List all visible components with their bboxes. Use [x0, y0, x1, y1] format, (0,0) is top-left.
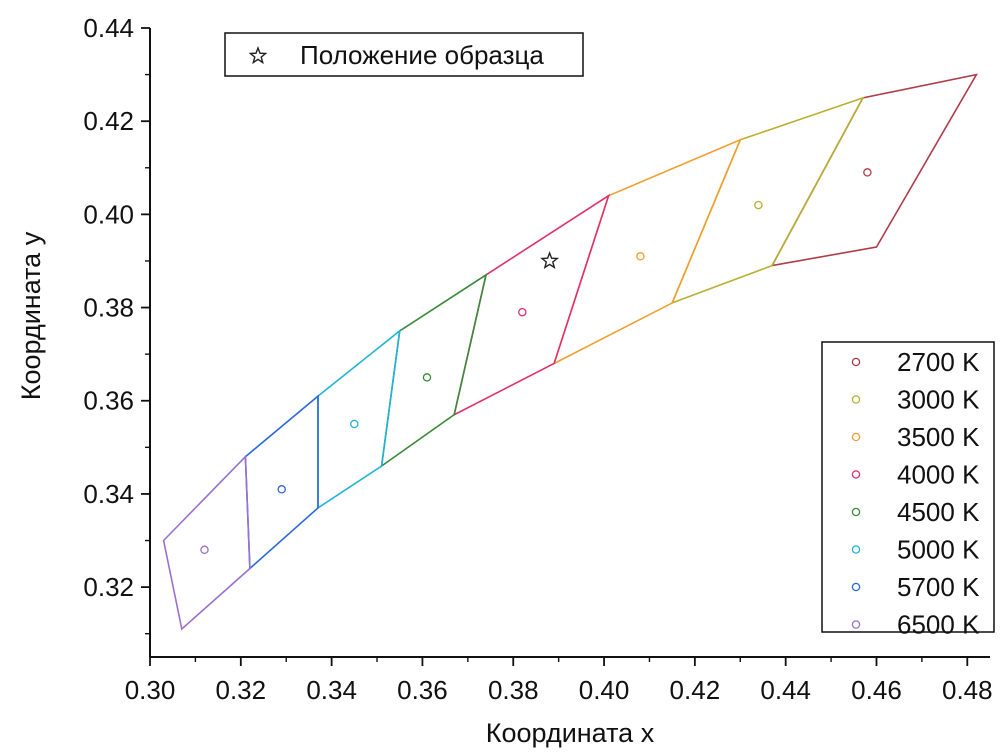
y-tick-label: 0.38	[83, 293, 134, 323]
legend-marker	[851, 507, 861, 517]
x-tick-label: 0.30	[125, 675, 176, 705]
temperature-legend-box	[821, 341, 995, 633]
x-ticks: 0.30 0.32 0.34 0.36 0.38 0.40 0.42 0.44 0.46 0.48	[125, 657, 993, 705]
y-ticks: 0.32 0.34 0.36 0.38 0.40 0.42 0.44	[83, 13, 150, 635]
legend-label: 5000 K	[897, 535, 980, 565]
center-point-2700k	[863, 168, 872, 177]
quad-3500k	[552, 138, 742, 366]
legend-marker	[851, 545, 861, 554]
quad-2700k	[770, 73, 978, 267]
x-tick-label: 0.42	[670, 675, 721, 705]
legend-label: 6500 K	[897, 610, 980, 640]
center-point-5000k	[350, 419, 359, 429]
x-axis-title: Координата x	[486, 718, 655, 748]
star-icon	[248, 46, 268, 65]
sample-legend-star-icon	[248, 46, 268, 65]
legend-label: 4500 K	[897, 497, 980, 527]
y-tick-label: 0.40	[83, 199, 134, 229]
x-tick-label: 0.48	[942, 675, 993, 705]
quad-4000k	[453, 193, 611, 417]
center-point-3500k	[636, 252, 645, 261]
legend-label: 3000 K	[897, 385, 980, 415]
legend-label: 3500 K	[897, 422, 980, 452]
quad-5700k	[244, 394, 319, 571]
sample-legend-label: Положение образца	[300, 40, 544, 70]
sample-star	[540, 251, 560, 269]
x-tick-label: 0.38	[488, 675, 539, 705]
legend-marker	[851, 357, 861, 367]
quad-3000k	[670, 96, 865, 305]
y-axis-title: Координата y	[16, 231, 46, 400]
legend-marker	[851, 395, 861, 404]
center-point-3000k	[754, 200, 763, 210]
y-tick-label: 0.32	[83, 572, 134, 602]
legend-marker	[851, 470, 861, 479]
y-tick-label: 0.42	[83, 106, 134, 136]
y-tick-label: 0.36	[83, 386, 134, 416]
region-center-markers	[200, 168, 872, 555]
x-tick-label: 0.46	[851, 675, 902, 705]
sample-legend: Положение образца	[224, 32, 584, 77]
sample-legend-box	[224, 32, 584, 77]
quad-6500k	[162, 454, 251, 631]
quad-5000k	[317, 329, 401, 510]
center-point-4500k	[422, 373, 432, 382]
center-point-5700k	[277, 485, 286, 494]
x-tick-label: 0.34	[306, 675, 357, 705]
sample-star-marker	[540, 251, 560, 269]
legend-label: 4000 K	[897, 460, 980, 490]
legend-marker	[851, 582, 861, 592]
legend-label: 2700 K	[897, 347, 980, 377]
y-tick-label: 0.44	[83, 13, 134, 43]
x-tick-label: 0.32	[216, 675, 267, 705]
temperature-legend: 2700 K 3000 K 3500 K 4000 K 4500 K 5000 K 5700…	[821, 341, 995, 640]
quad-4500k	[380, 273, 488, 468]
center-point-4000k	[518, 307, 527, 317]
center-point-6500k	[200, 545, 209, 555]
temperature-legend-items: 2700 K 3000 K 3500 K 4000 K 4500 K 5000 K 5700…	[851, 347, 980, 640]
legend-label: 5700 K	[897, 572, 980, 602]
x-tick-label: 0.36	[397, 675, 448, 705]
x-tick-label: 0.44	[760, 675, 811, 705]
legend-marker	[851, 432, 861, 442]
legend-marker	[851, 620, 861, 629]
axes	[149, 28, 990, 658]
region-quadrangles	[162, 73, 978, 631]
y-tick-label: 0.34	[83, 479, 134, 509]
x-tick-label: 0.40	[579, 675, 630, 705]
